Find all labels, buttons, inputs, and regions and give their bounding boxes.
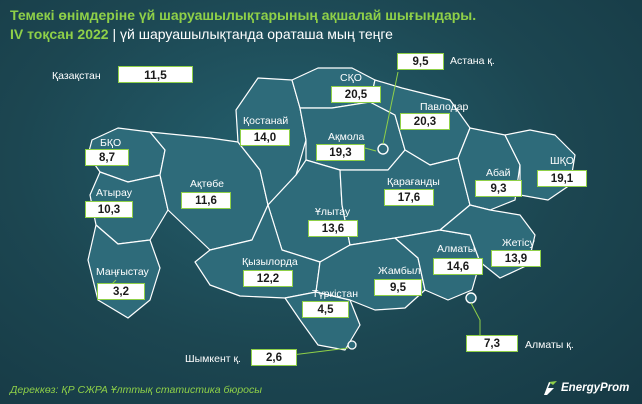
value-shymkent: 2,6 — [251, 349, 297, 366]
value-atyrau: 10,3 — [85, 201, 133, 218]
page-subtitle: IV тоқсан 2022 | үй шаруашылықтанда орат… — [10, 26, 393, 42]
value-kostanai: 14,0 — [240, 129, 290, 146]
label-aktobe: Ақтөбе — [190, 178, 224, 190]
label-kostanai: Қостанай — [243, 115, 289, 127]
label-ulytau: Ұлытау — [315, 206, 351, 218]
label-mangystau: Маңғыстау — [96, 266, 149, 278]
label-atyrau: Атырау — [96, 187, 132, 199]
value-akmola: 19,3 — [316, 144, 365, 161]
label-astana: Астана қ. — [450, 55, 495, 67]
value-mangystau: 3,2 — [97, 283, 145, 300]
subtitle-unit: үй шаруашылықтанда ораташа мың теңге — [120, 26, 393, 42]
value-zhetisu: 13,9 — [491, 250, 541, 267]
period-label: IV тоқсан 2022 — [10, 26, 109, 42]
title-separator: | — [108, 26, 121, 42]
label-shymkent: Шымкент қ. — [185, 353, 241, 365]
page-title: Темекі өнімдеріне үй шаруашылықтарының а… — [10, 7, 477, 23]
value-abai: 9,3 — [475, 180, 522, 197]
value-bko: 8,7 — [85, 149, 129, 166]
astana-leader — [382, 71, 399, 145]
label-abai: Абай — [486, 167, 511, 179]
label-bko: БҚО — [100, 137, 122, 149]
national-label: Қазақстан — [52, 70, 101, 82]
value-turkestan: 4,5 — [302, 301, 349, 318]
label-almaty-city: Алматы қ. — [525, 339, 574, 351]
value-pavlodar: 20,3 — [400, 113, 450, 130]
national-value: 11,5 — [118, 66, 193, 83]
almaty-city-leader — [470, 302, 481, 336]
value-vko: 19,1 — [537, 170, 587, 187]
value-astana: 9,5 — [397, 53, 444, 70]
value-ulytau: 13,6 — [308, 220, 358, 237]
value-almaty-city: 7,3 — [466, 335, 518, 352]
value-zhambyl: 9,5 — [374, 279, 422, 296]
value-kyzylorda: 12,2 — [243, 270, 293, 287]
label-vko: ШҚО — [550, 155, 574, 167]
value-sko: 20,5 — [331, 86, 381, 103]
almaty-city-marker[interactable] — [465, 292, 477, 304]
label-zhambyl: Жамбыл — [378, 265, 421, 277]
logo-text: EnergyProm — [561, 382, 630, 394]
value-aktobe: 11,6 — [181, 192, 231, 209]
lightning-icon — [544, 381, 557, 395]
label-turkestan: Түркістан — [312, 288, 359, 300]
value-almaty-obl: 14,6 — [433, 258, 483, 275]
label-pavlodar: Павлодар — [420, 101, 469, 113]
akmola-leader — [364, 147, 377, 152]
label-almaty-obl: Алматы — [437, 243, 476, 255]
source-note: Дереккөз: ҚР СЖРА Ұлттық статистика бюро… — [10, 384, 262, 396]
shymkent-marker[interactable] — [347, 340, 357, 350]
value-karaganda: 17,6 — [384, 189, 434, 206]
label-zhetisu: Жетісу — [502, 237, 535, 249]
label-kyzylorda: Қызылорда — [242, 256, 298, 268]
astana-marker[interactable] — [377, 143, 389, 155]
logo: EnergyProm — [540, 380, 629, 396]
label-sko: СҚО — [340, 72, 362, 84]
label-karaganda: Қарағанды — [387, 176, 440, 188]
label-akmola: Ақмола — [328, 131, 365, 143]
